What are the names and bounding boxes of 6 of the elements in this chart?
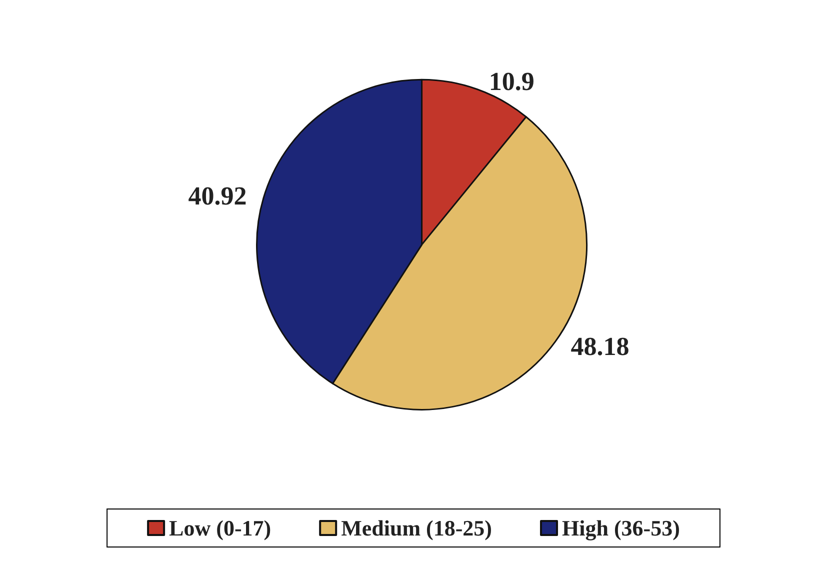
legend-label: Medium (18-25) [341, 516, 492, 540]
legend-label: High (36-53) [562, 516, 680, 540]
data-label: 10.9 [488, 67, 534, 96]
data-label: 40.92 [188, 181, 247, 210]
legend-label: Low (0-17) [169, 516, 272, 540]
data-label: 48.18 [570, 332, 630, 361]
